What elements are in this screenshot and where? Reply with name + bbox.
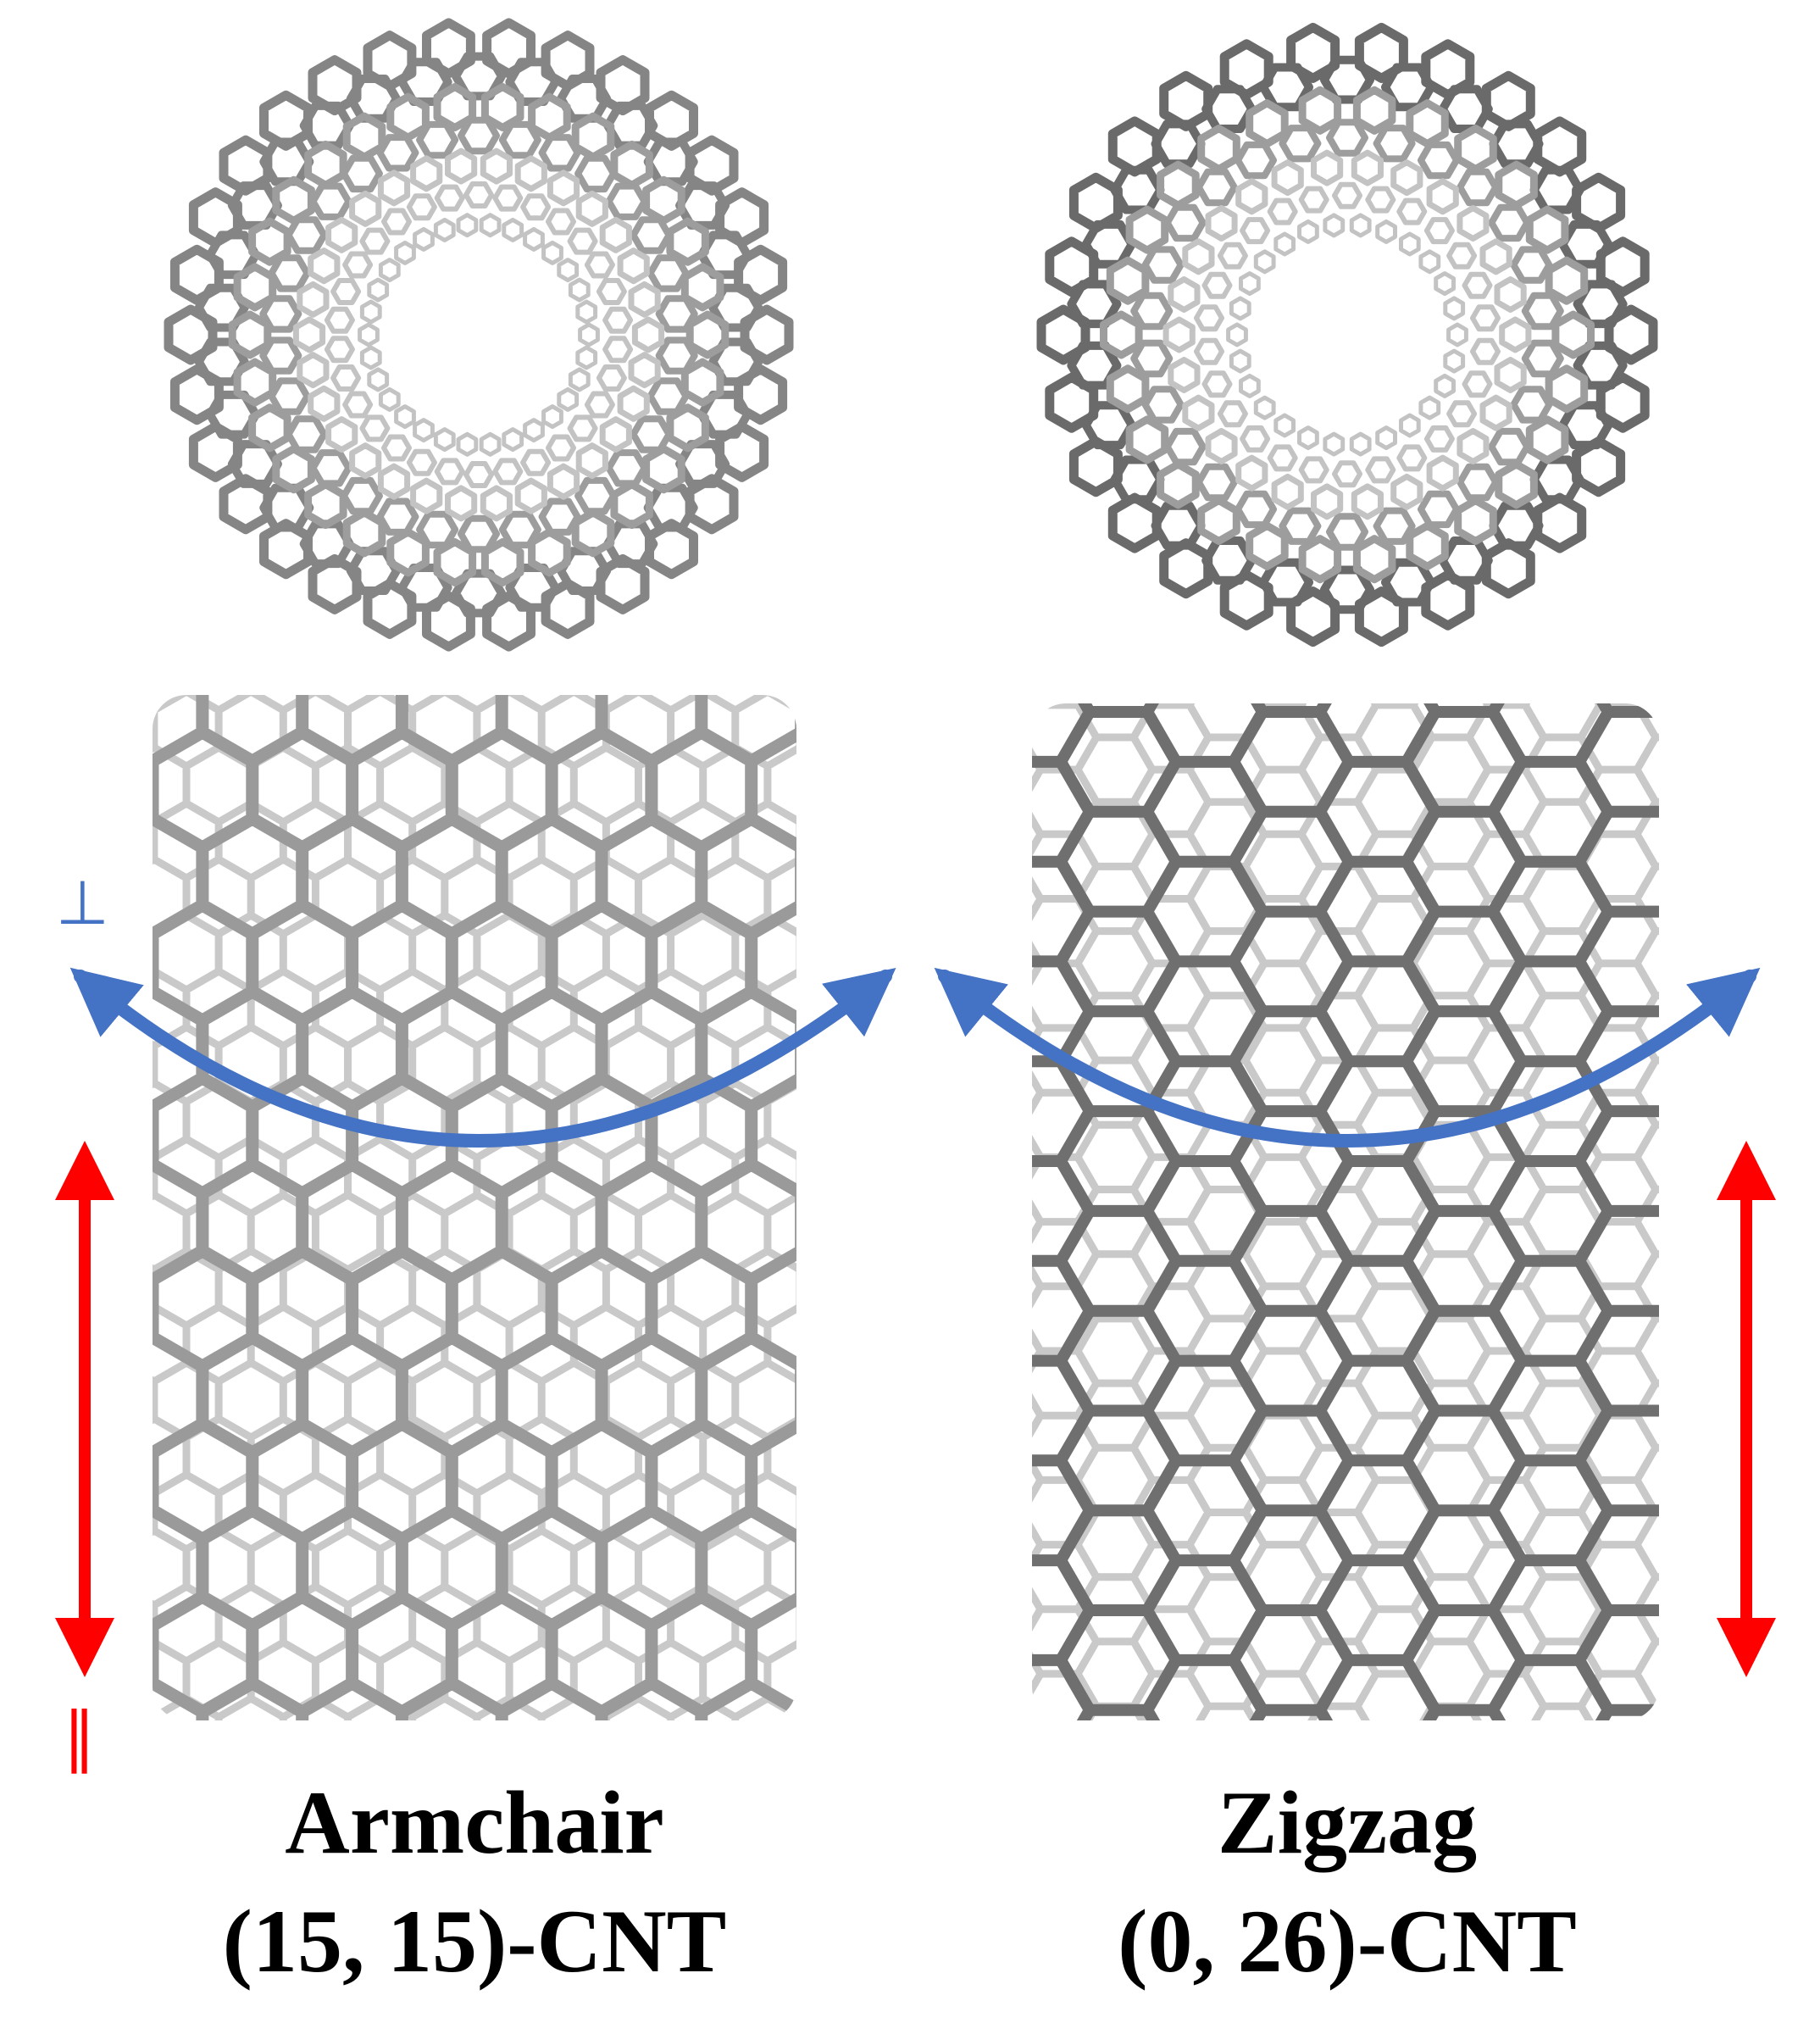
parallel-symbol: ∥ — [63, 1699, 96, 1774]
armchair-end-view — [164, 18, 794, 652]
armchair-title: Armchair — [285, 1773, 664, 1872]
zigzag-end-view — [1036, 22, 1658, 647]
zigzag-perpendicular-arrow — [934, 967, 1761, 1148]
armchair-chirality: (15, 15)-CNT — [222, 1892, 727, 1991]
zigzag-title: Zigzag — [1217, 1773, 1478, 1872]
perpendicular-symbol: ⊥ — [56, 870, 109, 937]
zigzag-chirality: (0, 26)-CNT — [1118, 1892, 1577, 1991]
armchair-side-view — [153, 695, 796, 1720]
armchair-perpendicular-arrow — [69, 967, 896, 1148]
